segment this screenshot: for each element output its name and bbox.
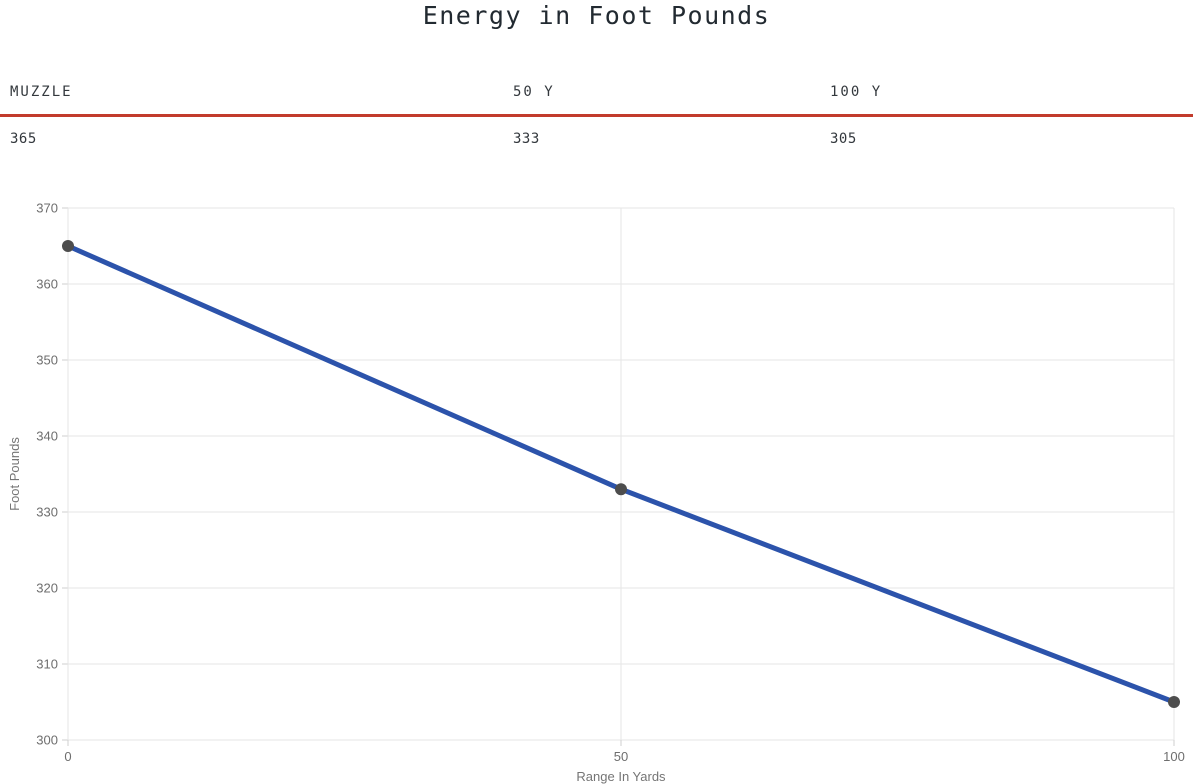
y-tick-label: 320 bbox=[36, 581, 58, 596]
data-point-marker[interactable] bbox=[1168, 696, 1180, 708]
y-tick-label: 370 bbox=[36, 201, 58, 216]
y-tick-label: 300 bbox=[36, 733, 58, 748]
stats-value-row: 365 333 305 bbox=[0, 131, 1193, 147]
y-tick-label: 310 bbox=[36, 657, 58, 672]
y-tick-label: 340 bbox=[36, 429, 58, 444]
stats-value-muzzle: 365 bbox=[10, 131, 37, 147]
stats-value-50y: 333 bbox=[513, 131, 540, 147]
stats-header-50y: 50 Y bbox=[513, 84, 555, 100]
stats-header-muzzle: MUZZLE bbox=[10, 84, 73, 100]
x-tick-label: 50 bbox=[614, 749, 628, 764]
stats-header-row: MUZZLE 50 Y 100 Y bbox=[0, 84, 1193, 100]
data-point-marker[interactable] bbox=[62, 240, 74, 252]
y-tick-label: 350 bbox=[36, 353, 58, 368]
series-line bbox=[65, 243, 1177, 705]
page-title: Energy in Foot Pounds bbox=[422, 1, 771, 30]
stats-header-100y: 100 Y bbox=[830, 84, 883, 100]
x-tick-label: 0 bbox=[64, 749, 71, 764]
data-point-marker[interactable] bbox=[615, 483, 627, 496]
x-tick-label: 100 bbox=[1163, 749, 1185, 764]
y-tick-label: 360 bbox=[36, 277, 58, 292]
table-divider bbox=[0, 114, 1193, 117]
stats-value-100y: 305 bbox=[830, 131, 857, 147]
x-axis-title: Range In Yards bbox=[576, 769, 666, 784]
y-tick-label: 330 bbox=[36, 505, 58, 520]
y-axis-title: Foot Pounds bbox=[7, 437, 22, 511]
